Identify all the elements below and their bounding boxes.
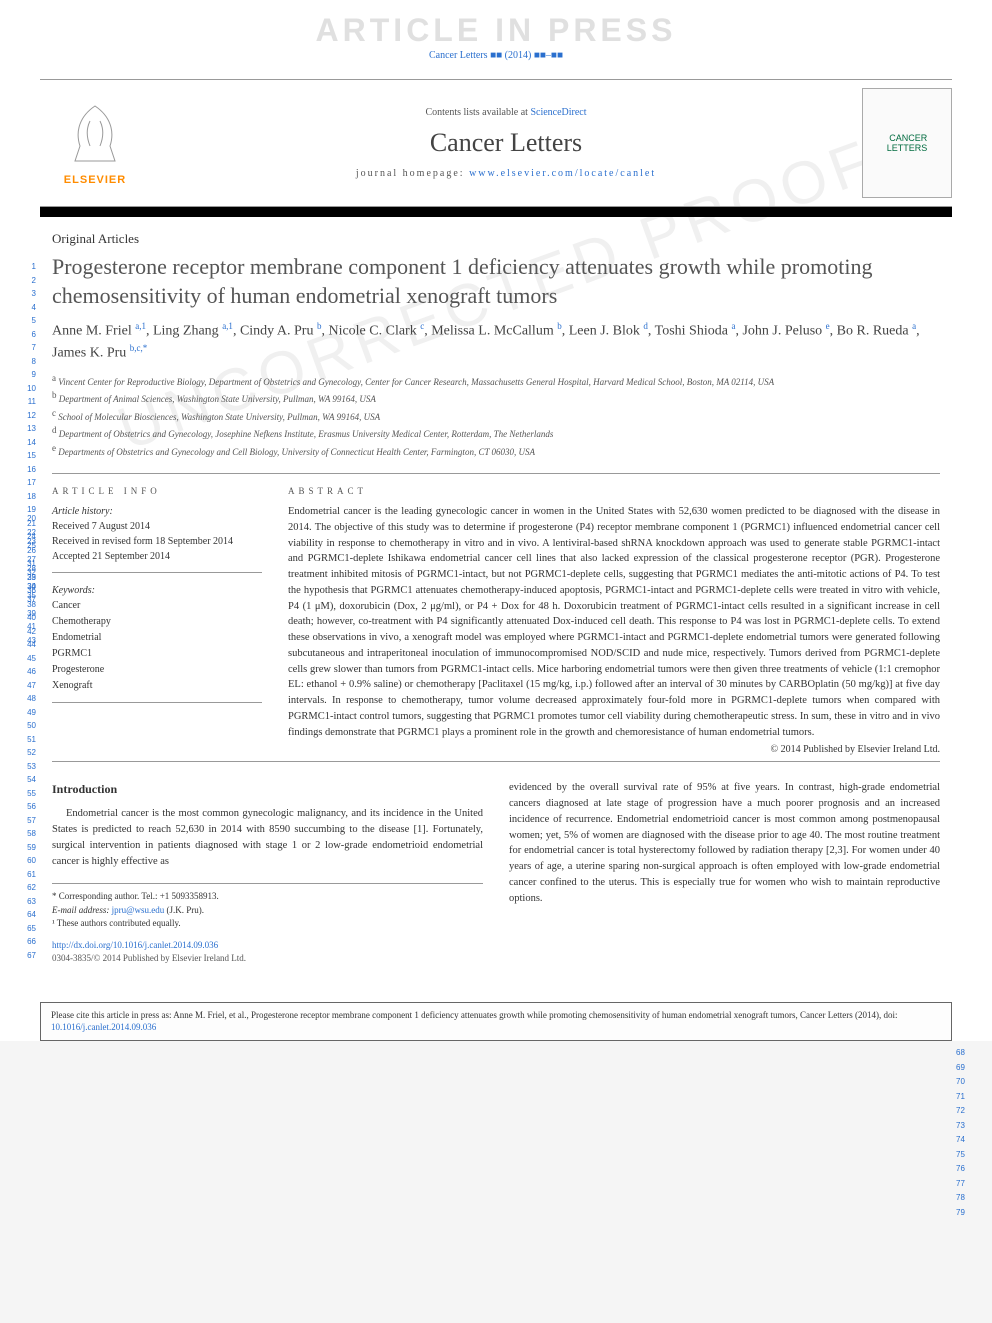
keyword-item: Xenograft — [52, 678, 262, 694]
article-title: Progesterone receptor membrane component… — [52, 253, 940, 310]
section-divider — [52, 473, 940, 474]
line-number: 77 — [956, 1179, 976, 1188]
keyword-item: Cancer — [52, 598, 262, 614]
line-number: 76 — [956, 1164, 976, 1173]
line-number: 75 — [956, 1150, 976, 1159]
line-number: 71 — [956, 1092, 976, 1101]
email-line: E-mail address: jpru@wsu.edu (J.K. Pru). — [52, 904, 483, 918]
history-label: Article history: — [52, 504, 262, 519]
line-number: 79 — [956, 1208, 976, 1217]
intro-paragraph-1: Endometrial cancer is the most common gy… — [52, 806, 483, 869]
line-number: 70 — [956, 1077, 976, 1086]
sciencedirect-link[interactable]: ScienceDirect — [530, 107, 586, 118]
abstract-copyright: © 2014 Published by Elsevier Ireland Ltd… — [288, 744, 940, 755]
journal-homepage: journal homepage: www.elsevier.com/locat… — [150, 168, 862, 179]
header-divider-bar — [40, 207, 952, 217]
keywords-block: Keywords: CancerChemotherapyEndometrialP… — [52, 583, 262, 703]
line-number: 68 — [956, 1048, 976, 1057]
email-suffix: (J.K. Pru). — [164, 905, 204, 915]
article-info-header: ARTICLE INFO — [52, 486, 262, 496]
footnotes-block: * Corresponding author. Tel.: +1 5093358… — [52, 883, 483, 931]
accepted-date: Accepted 21 September 2014 — [52, 549, 262, 564]
line-number: 78 — [956, 1193, 976, 1202]
citation-journal-link[interactable]: Cancer Letters — [429, 50, 488, 61]
keyword-item: PGRMC1 — [52, 646, 262, 662]
homepage-prefix: journal homepage: — [356, 168, 469, 179]
article-history-block: Article history: Received 7 August 2014 … — [52, 504, 262, 573]
equal-contribution-note: ¹ These authors contributed equally. — [52, 917, 483, 931]
journal-header: ELSEVIER Contents lists available at Sci… — [40, 79, 952, 207]
citation-year: (2014) — [505, 50, 532, 61]
author-list: Anne M. Friel a,1, Ling Zhang a,1, Cindy… — [52, 320, 940, 363]
keyword-item: Endometrial — [52, 630, 262, 646]
keywords-label: Keywords: — [52, 583, 262, 598]
citation-vol: ■■ — [490, 50, 502, 61]
line-number: 69 — [956, 1063, 976, 1072]
cover-text: CANCER LETTERS — [883, 129, 932, 157]
doi-link[interactable]: http://dx.doi.org/10.1016/j.canlet.2014.… — [52, 940, 218, 950]
corresponding-email-link[interactable]: jpru@wsu.edu — [112, 905, 165, 915]
line-number: 72 — [956, 1106, 976, 1115]
abstract-header: ABSTRACT — [288, 486, 940, 496]
received-date: Received 7 August 2014 — [52, 519, 262, 534]
top-citation: Cancer Letters ■■ (2014) ■■–■■ — [0, 0, 992, 71]
elsevier-tree-icon — [60, 101, 130, 171]
journal-name: Cancer Letters — [150, 128, 862, 158]
cite-box-doi-link[interactable]: 10.1016/j.canlet.2014.09.036 — [51, 1022, 156, 1032]
elsevier-text: ELSEVIER — [40, 174, 150, 186]
journal-cover-thumbnail: CANCER LETTERS — [862, 88, 952, 198]
citation-pages: ■■–■■ — [534, 50, 563, 61]
elsevier-logo-block: ELSEVIER — [40, 101, 150, 186]
email-label: E-mail address: — [52, 905, 112, 915]
citation-box: Please cite this article in press as: An… — [40, 1002, 952, 1041]
article-type: Original Articles — [52, 231, 940, 247]
abstract-text: Endometrial cancer is the leading gyneco… — [288, 504, 940, 740]
doi-block: http://dx.doi.org/10.1016/j.canlet.2014.… — [52, 939, 483, 953]
issn-copyright: 0304-3835/© 2014 Published by Elsevier I… — [52, 952, 483, 966]
corresponding-author-note: * Corresponding author. Tel.: +1 5093358… — [52, 890, 483, 904]
affiliation-list: a Vincent Center for Reproductive Biolog… — [52, 372, 940, 460]
cite-box-text: Please cite this article in press as: An… — [51, 1010, 898, 1020]
revised-date: Received in revised form 18 September 20… — [52, 534, 262, 549]
keyword-item: Chemotherapy — [52, 614, 262, 630]
introduction-header: Introduction — [52, 780, 483, 798]
contents-list-text: Contents lists available at ScienceDirec… — [150, 107, 862, 118]
contents-prefix: Contents lists available at — [425, 107, 530, 118]
line-number: 74 — [956, 1135, 976, 1144]
intro-paragraph-2: evidenced by the overall survival rate o… — [509, 780, 940, 906]
keyword-item: Progesterone — [52, 662, 262, 678]
section-divider — [52, 761, 940, 762]
homepage-link[interactable]: www.elsevier.com/locate/canlet — [469, 168, 656, 179]
line-number: 73 — [956, 1121, 976, 1130]
